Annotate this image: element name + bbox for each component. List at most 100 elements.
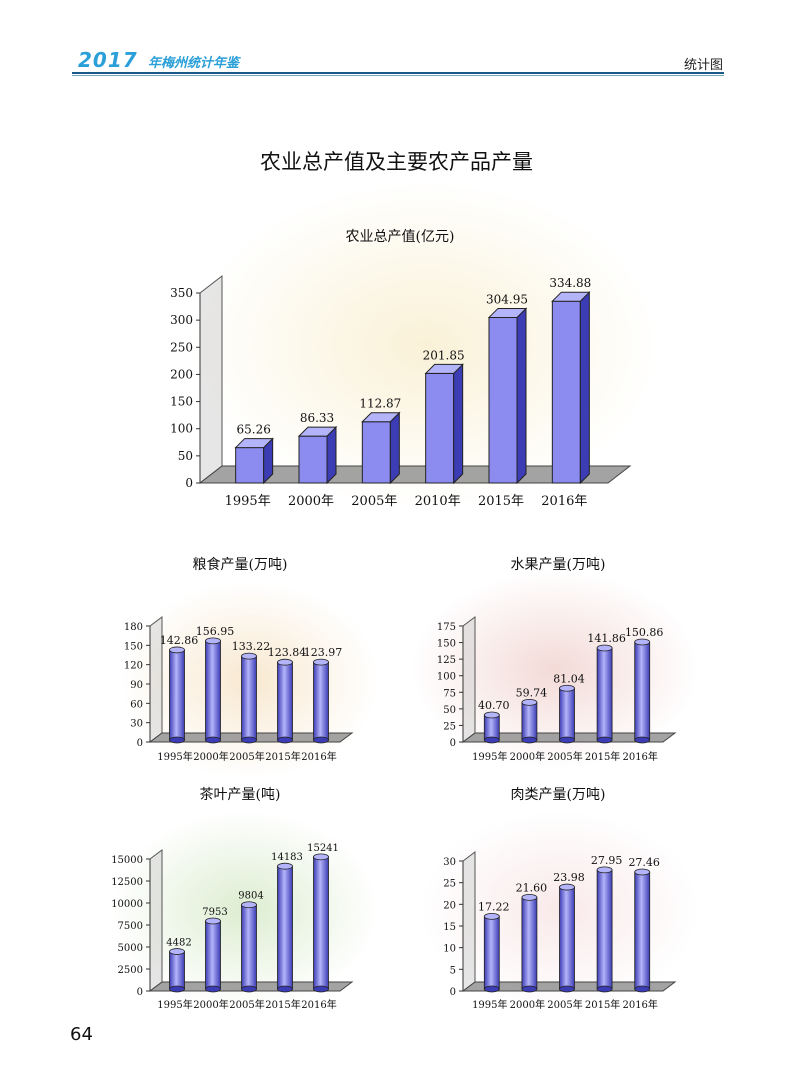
- header-section: 统计图: [683, 58, 723, 73]
- tea-y-tick-label: 2500: [118, 965, 143, 976]
- grain-bar-base: [205, 736, 221, 744]
- grain-data-label: 156.95: [196, 625, 235, 638]
- fruit-bar: [521, 702, 538, 741]
- fruit-bar-base: [559, 736, 575, 744]
- grain-bar-top: [277, 658, 293, 666]
- fruit-x-tick-label: 2015年: [585, 750, 620, 763]
- fruit-bar-top: [559, 684, 575, 692]
- grain-y-tick-label: 90: [130, 680, 143, 691]
- tea-data-label: 4482: [166, 938, 191, 949]
- grain-y-tick-label: 150: [124, 641, 143, 652]
- grain-y-tick-label: 60: [130, 699, 143, 710]
- tea-bar-base: [313, 985, 329, 993]
- header-divider: [72, 72, 724, 74]
- fruit-y-tick-label: 150: [437, 639, 456, 650]
- header-divider-thin: [72, 75, 724, 76]
- meat-x-tick-label: 2015年: [585, 998, 620, 1011]
- fruit-x-tick-label: 2016年: [622, 750, 657, 763]
- fruit-x-tick-label: 2000年: [510, 750, 545, 763]
- tea-y-tick-label: 7500: [118, 921, 143, 932]
- tea-bar: [169, 951, 185, 990]
- meat-bar-base: [483, 985, 500, 993]
- grain-bar-top: [241, 652, 257, 660]
- agri-x-tick-label: 2015年: [478, 494, 524, 509]
- meat-bar-top: [559, 883, 575, 891]
- page-number: 64: [70, 1024, 93, 1045]
- tea-data-label: 14183: [271, 852, 303, 863]
- grain-bar-top: [169, 646, 185, 654]
- grain-bar: [205, 640, 221, 741]
- fruit-x-tick-label: 2005年: [547, 750, 582, 763]
- meat-bar-top: [596, 866, 613, 874]
- fruit-data-label: 150.86: [625, 626, 664, 639]
- agri-bar-top: [424, 363, 464, 374]
- agri-x-tick-label: 2016年: [541, 494, 587, 509]
- agri-bar: [551, 300, 581, 484]
- agri-y-tick-label: 250: [170, 340, 193, 354]
- tea-y-tick-label: 12500: [111, 877, 143, 888]
- agri-bar: [235, 447, 265, 484]
- grain-bar-top: [205, 637, 221, 645]
- grain-x-tick-label: 2000年: [193, 750, 228, 763]
- agri-bar: [425, 372, 455, 484]
- agri-bar-top: [297, 426, 338, 437]
- grain-x-tick-label: 1995年: [157, 750, 192, 763]
- tea-x-tick-label: 2016年: [301, 998, 336, 1011]
- agri-data-label: 334.88: [549, 276, 591, 290]
- header-year: 2017: [78, 48, 138, 72]
- fruit-bar-base: [596, 736, 613, 744]
- grain-x-tick-label: 2015年: [265, 750, 300, 763]
- meat-y-tick-label: 20: [443, 900, 456, 911]
- grain-data-label: 123.97: [304, 646, 343, 659]
- tea-x-tick-label: 2005年: [229, 998, 264, 1011]
- tea-data-label: 15241: [307, 843, 339, 854]
- page-title: 农业总产值及主要农产品产量: [260, 150, 533, 174]
- tea-bar-base: [169, 985, 185, 993]
- agri-bar-side: [326, 425, 337, 485]
- grain-y-tick-label: 30: [130, 719, 143, 730]
- fruit-side-wall: [462, 616, 476, 743]
- tea-data-label: 7953: [202, 907, 227, 918]
- meat-data-label: 21.60: [516, 881, 548, 894]
- agri-bar-side: [579, 291, 590, 485]
- fruit-data-label: 40.70: [478, 699, 510, 712]
- meat-bar: [521, 897, 538, 990]
- fruit-data-label: 81.04: [553, 672, 585, 685]
- tea-bar-top: [313, 853, 329, 861]
- agri-data-label: 304.95: [486, 292, 528, 306]
- meat-bar-top: [634, 868, 651, 876]
- grain-x-tick-label: 2005年: [229, 750, 264, 763]
- tea-bar-base: [205, 985, 221, 993]
- chart-title-meat: 肉类产量(万吨): [510, 787, 606, 803]
- agri-data-label: 65.26: [236, 423, 270, 437]
- fruit-y-tick-label: 125: [437, 655, 456, 666]
- meat-y-tick-label: 5: [450, 965, 456, 976]
- tea-y-tick-label: 0: [137, 987, 143, 998]
- fruit-bar-top: [596, 644, 613, 652]
- agri-y-tick-label: 150: [170, 395, 193, 409]
- fruit-x-tick-label: 1995年: [472, 750, 507, 763]
- fruit-bar-base: [521, 736, 538, 744]
- chart-title-grain: 粮食产量(万吨): [192, 557, 288, 573]
- tea-x-tick-label: 1995年: [157, 998, 192, 1011]
- agri-side-wall: [199, 274, 223, 485]
- tea-y-tick-label: 10000: [111, 899, 143, 910]
- meat-side-wall: [462, 851, 476, 992]
- fruit-bar-base: [483, 736, 500, 744]
- agri-data-label: 112.87: [359, 397, 401, 411]
- meat-bar-base: [634, 985, 651, 993]
- agri-x-tick-label: 2005年: [351, 494, 397, 509]
- fruit-bar: [483, 714, 500, 741]
- grain-data-label: 133.22: [232, 640, 271, 653]
- meat-y-tick-label: 30: [443, 857, 456, 868]
- fruit-bar-top: [634, 638, 651, 646]
- meat-x-tick-label: 2016年: [622, 998, 657, 1011]
- meat-data-label: 27.95: [591, 854, 623, 867]
- agri-y-tick-label: 300: [170, 313, 193, 327]
- tea-bar-base: [241, 985, 257, 993]
- agri-y-tick-label: 50: [178, 449, 193, 463]
- agri-y-tick-label: 100: [170, 422, 193, 436]
- grain-bar-base: [241, 736, 257, 744]
- meat-bar: [634, 871, 651, 990]
